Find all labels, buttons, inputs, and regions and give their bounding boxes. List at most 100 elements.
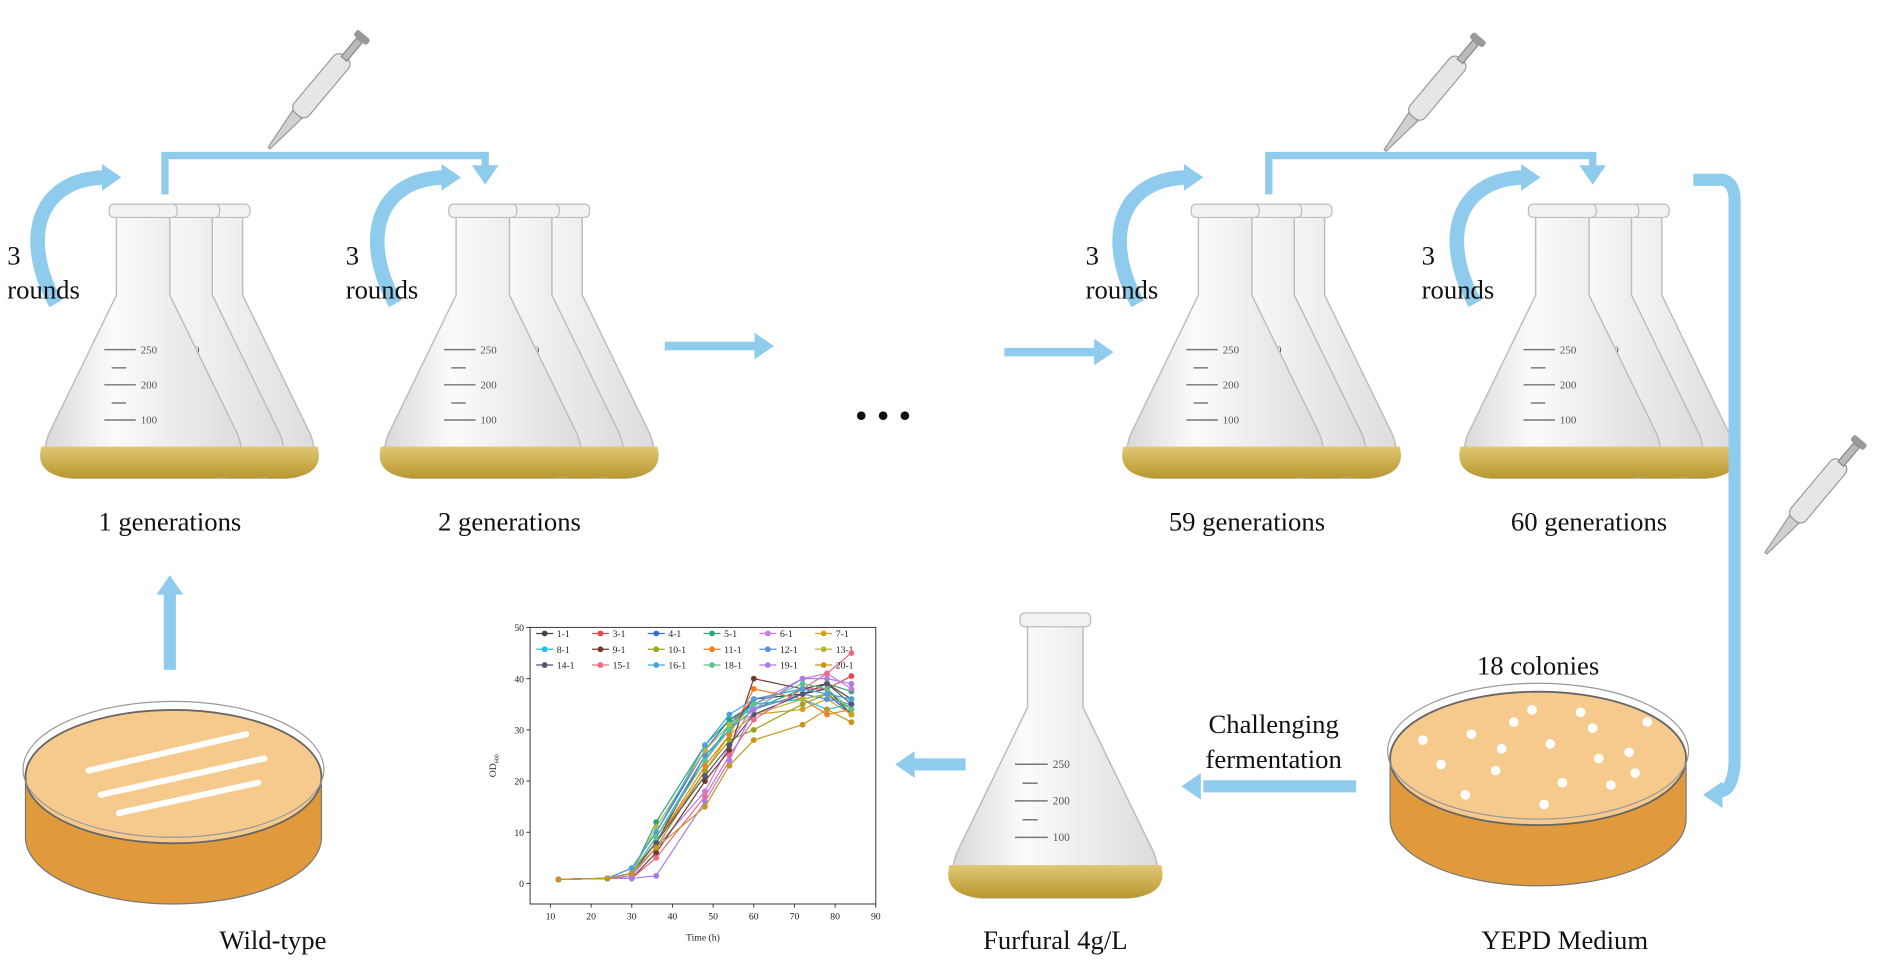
flask-lip: [1190, 203, 1260, 219]
data-point: [799, 680, 806, 687]
pipette: [1764, 435, 1867, 555]
generation-label: 59 generations: [1169, 506, 1325, 536]
legend-marker: [653, 646, 660, 653]
data-point: [848, 719, 855, 726]
data-point: [726, 747, 733, 754]
colony: [1418, 735, 1428, 746]
data-point: [824, 711, 830, 718]
legend-marker: [541, 646, 548, 653]
legend-label: 16-1: [668, 661, 686, 672]
data-point: [726, 762, 733, 769]
colony: [1624, 747, 1634, 758]
data-point: [750, 696, 757, 703]
arrow-head: [471, 165, 499, 185]
colony: [1630, 768, 1640, 778]
dish-lid: [22, 700, 325, 838]
data-point: [555, 876, 562, 883]
data-point: [653, 839, 660, 846]
scale-label: 250: [1053, 759, 1070, 771]
legend-label: 13-1: [836, 645, 854, 656]
legend-label: 7-1: [836, 629, 849, 640]
data-point: [799, 675, 806, 682]
series-line: [558, 708, 852, 880]
arrow-head: [1183, 164, 1204, 191]
scale-label: 100: [480, 415, 497, 427]
challenge-label: Challenging: [1208, 709, 1338, 739]
data-point: [702, 773, 708, 779]
legend-marker: [820, 630, 827, 637]
data-point: [702, 767, 708, 774]
legend-marker: [653, 662, 660, 668]
dish-lid: [1387, 682, 1690, 820]
flow-arrow: [161, 151, 489, 195]
colonies-label: 18 colonies: [1477, 651, 1599, 681]
data-point: [628, 870, 635, 877]
data-point: [799, 691, 806, 697]
data-point: [750, 701, 757, 708]
series-line: [558, 678, 852, 880]
pipette-button: [1850, 435, 1867, 450]
legend-label: 8-1: [557, 645, 570, 656]
dish-agar: [1389, 690, 1687, 827]
legend-label: 10-1: [668, 645, 686, 656]
legend-label: 9-1: [613, 645, 626, 656]
scale-label: 100: [1053, 832, 1070, 844]
data-point: [824, 685, 830, 692]
data-point: [653, 834, 660, 841]
scale-label: 250: [1560, 344, 1577, 356]
arrow-head: [441, 164, 461, 191]
y-tick-label: 20: [514, 777, 524, 788]
y-tick-label: 50: [514, 623, 524, 634]
scale-label: 250: [1223, 344, 1240, 356]
data-point: [726, 742, 733, 749]
colony: [1587, 723, 1598, 733]
legend-label: 6-1: [780, 629, 793, 640]
legend-marker: [541, 662, 548, 668]
data-point: [726, 737, 733, 744]
data-point: [750, 685, 757, 692]
legend-label: 18-1: [724, 661, 742, 672]
medium: [1459, 446, 1666, 479]
arrow-head: [156, 575, 184, 595]
colony: [1496, 743, 1507, 754]
data-point: [750, 706, 757, 713]
data-point: [653, 854, 660, 861]
legend-label: 4-1: [668, 629, 681, 640]
challenge-label: fermentation: [1206, 744, 1342, 774]
scale-label: 200: [1560, 379, 1577, 391]
pipette-button: [1470, 32, 1486, 48]
colony: [1460, 789, 1471, 800]
legend-marker: [653, 630, 660, 637]
scale-label: 100: [141, 415, 158, 427]
data-point: [848, 711, 855, 718]
colony: [1436, 759, 1446, 770]
legend-marker: [597, 630, 604, 637]
legend-label: 12-1: [780, 645, 798, 656]
rounds-word: rounds: [346, 275, 419, 305]
colony: [1593, 753, 1604, 764]
flow-arrow: [1112, 170, 1187, 308]
colony: [1606, 780, 1616, 790]
colony: [1557, 777, 1568, 788]
legend-label: 5-1: [724, 629, 737, 640]
legend-label: 11-1: [724, 645, 742, 656]
data-point: [702, 788, 708, 795]
data-point: [750, 675, 757, 682]
arrow-head: [1579, 165, 1607, 185]
colony: [1466, 729, 1477, 740]
legend-marker: [709, 630, 715, 637]
legend-label: 19-1: [780, 661, 798, 672]
data-point: [848, 685, 855, 692]
y-tick-label: 40: [514, 674, 524, 685]
flow-arrow: [1693, 173, 1741, 798]
data-point: [726, 732, 733, 738]
legend-marker: [709, 646, 715, 653]
x-tick-label: 90: [871, 912, 881, 923]
data-point: [702, 798, 708, 805]
legend-marker: [820, 662, 827, 668]
flow-arrow: [1265, 151, 1597, 195]
flask-lip: [1527, 203, 1597, 219]
legend-label: 3-1: [613, 629, 626, 640]
data-point: [824, 680, 830, 687]
